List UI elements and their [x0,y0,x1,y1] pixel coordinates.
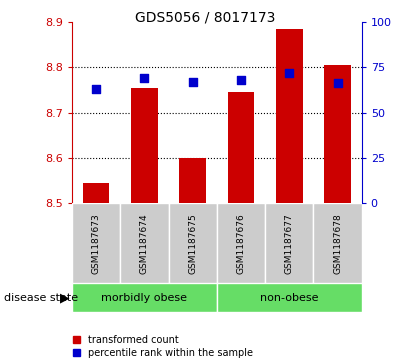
Bar [265,203,314,283]
Bar [83,183,109,203]
Text: non-obese: non-obese [260,293,319,303]
Point [238,77,244,83]
Bar [169,203,217,283]
Text: GSM1187676: GSM1187676 [236,213,245,274]
Text: morbidly obese: morbidly obese [102,293,187,303]
Bar [131,87,158,203]
Text: GSM1187678: GSM1187678 [333,213,342,274]
Point [286,70,293,76]
Text: ▶: ▶ [60,291,70,304]
Text: GSM1187675: GSM1187675 [188,213,197,274]
Bar [217,203,265,283]
Point [189,79,196,85]
Text: GSM1187674: GSM1187674 [140,213,149,274]
Point [93,86,99,92]
Bar [72,283,217,312]
Bar [314,203,362,283]
Bar [120,203,169,283]
Text: disease state: disease state [4,293,78,303]
Bar [324,65,351,203]
Point [334,81,341,86]
Bar [217,283,362,312]
Bar [72,203,120,283]
Text: GDS5056 / 8017173: GDS5056 / 8017173 [135,11,276,25]
Text: GSM1187677: GSM1187677 [285,213,294,274]
Legend: transformed count, percentile rank within the sample: transformed count, percentile rank withi… [73,335,253,358]
Bar [276,29,302,203]
Bar [228,92,254,203]
Bar [179,158,206,203]
Point [141,75,148,81]
Text: GSM1187673: GSM1187673 [92,213,101,274]
